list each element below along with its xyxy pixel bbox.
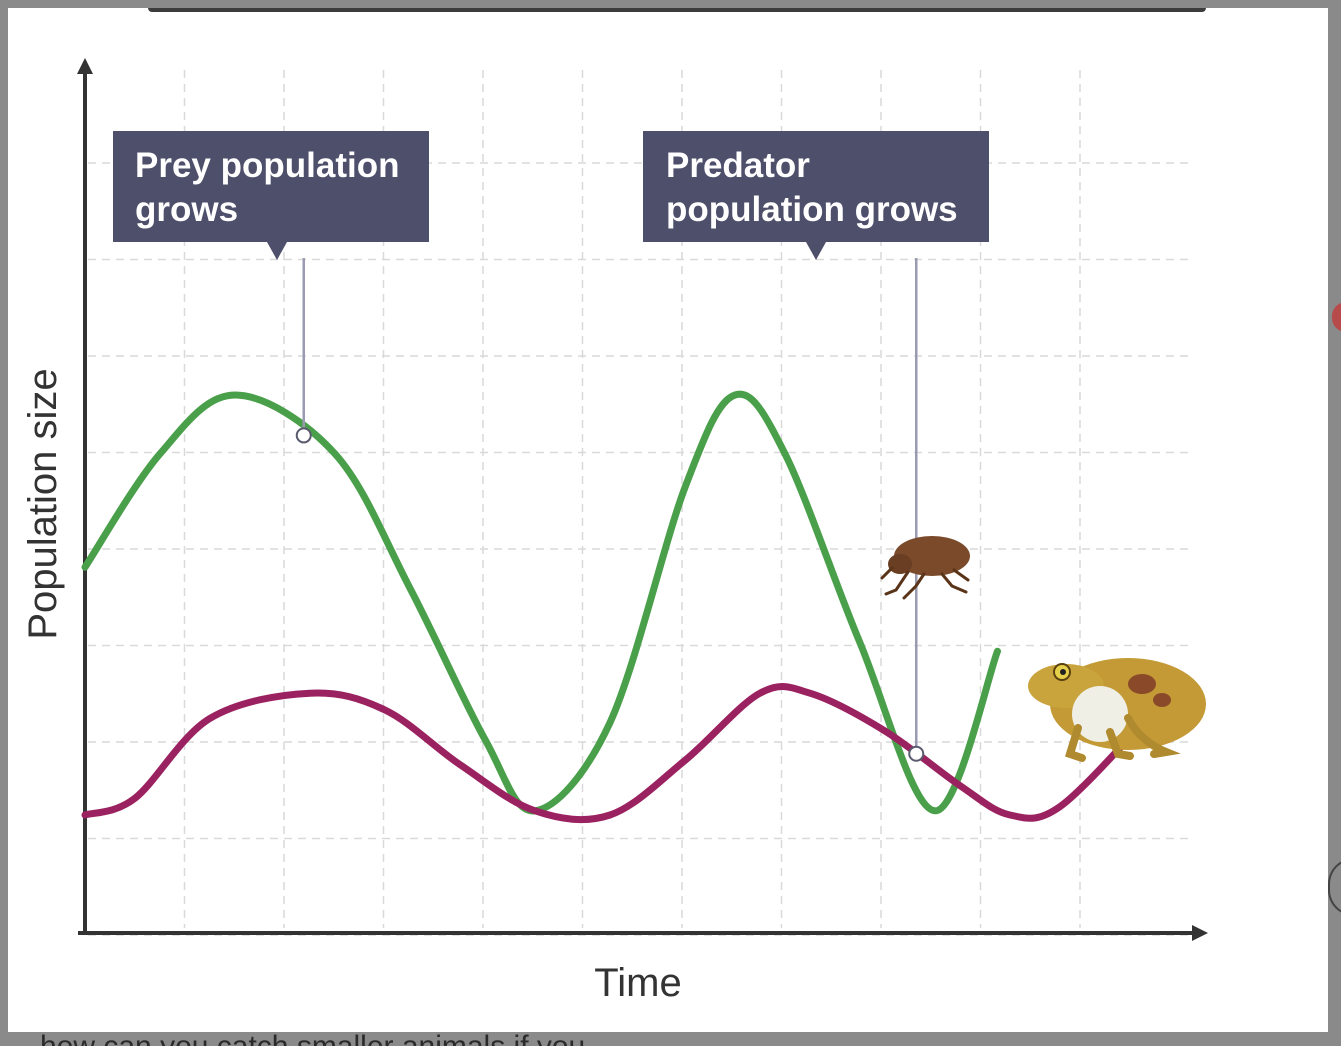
x-axis-arrow (1192, 925, 1208, 941)
callout-predator-line-1: Predator (666, 146, 810, 185)
callout-prey-line-2: grows (135, 190, 238, 229)
callout-predator-box (643, 131, 989, 242)
y-axis-title: Population size (21, 368, 65, 639)
flea-icon (880, 536, 970, 600)
edge-nav-circle[interactable] (1328, 858, 1341, 916)
callout-prey-marker (295, 427, 312, 444)
y-axis-arrow (77, 58, 93, 74)
callout-predator-pointer (806, 242, 826, 260)
edge-dot (1332, 302, 1341, 332)
callout-prey-line-1: Prey population (135, 146, 399, 185)
callout-prey-pointer (267, 242, 287, 260)
series-prey-line (81, 390, 1001, 815)
cutoff-body-text: how can you catch smaller animals if you (40, 1030, 660, 1046)
callout-predator-marker (908, 745, 925, 762)
series-predator-line (81, 683, 1151, 824)
chart-panel: Prey population grows Predator populatio… (8, 8, 1328, 1032)
callout-predator-line-2: population grows (666, 190, 958, 229)
window-top-edge (148, 8, 1206, 12)
callout-prey-box (113, 131, 429, 242)
population-chart: Prey population grows Predator populatio… (21, 58, 1208, 1005)
toad-icon (1028, 658, 1206, 762)
x-axis-title: Time (594, 961, 681, 1005)
